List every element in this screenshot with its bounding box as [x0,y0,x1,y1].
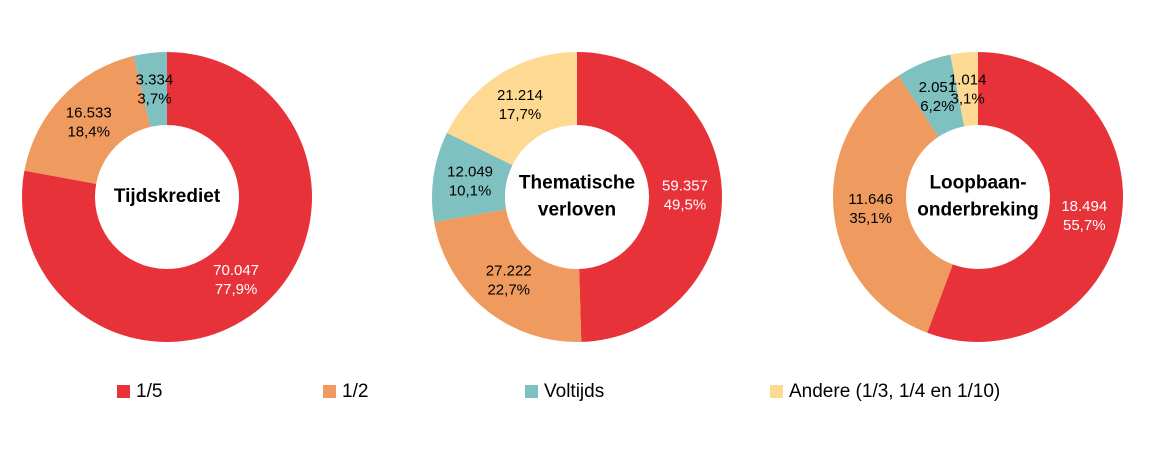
percent-label: 35,1% [849,210,892,227]
value-label: 12.049 [447,164,493,181]
value-label: 59.357 [662,177,708,194]
value-label: 16.533 [66,105,112,122]
slice [431,132,513,222]
legend-swatch [770,385,783,398]
percent-label: 49,5% [664,196,707,213]
slice [133,52,167,127]
value-label: 18.494 [1061,198,1107,215]
percent-label: 17,7% [499,106,542,123]
slice [833,75,953,333]
percent-label: 77,9% [215,281,258,298]
chart-title: verloven [538,200,616,221]
value-label: 2.051 [919,79,957,96]
value-label: 70.047 [213,262,259,279]
slice [950,52,978,127]
percent-label: 10,1% [449,183,492,200]
value-label: 1.014 [949,71,987,88]
percent-label: 3,1% [951,90,985,107]
legend-label: Voltijds [544,381,604,402]
chart-title: Tijdskrediet [114,186,221,207]
percent-label: 55,7% [1063,217,1106,234]
legend-label: 1/2 [342,381,368,402]
slice [24,55,151,184]
value-label: 3.334 [136,72,174,89]
slice [898,54,965,137]
legend-label: Andere (1/3, 1/4 en 1/10) [789,381,1000,402]
percent-label: 6,2% [920,98,954,115]
slice [21,52,312,342]
slice [434,209,582,342]
value-label: 21.214 [497,87,543,104]
percent-label: 22,7% [487,282,530,299]
slice [927,51,1124,343]
slice [577,52,723,342]
value-label: 11.646 [848,191,893,208]
slice [446,51,577,166]
percent-label: 3,7% [137,91,171,108]
value-label: 27.222 [486,263,532,280]
legend-swatch [117,385,130,398]
legend-swatch [323,385,336,398]
percent-label: 18,4% [67,124,110,141]
chart-title: onderbreking [917,200,1038,221]
legend-label: 1/5 [136,381,162,402]
chart-title: Loopbaan- [929,173,1026,194]
chart-title: Thematische [519,173,635,194]
legend-swatch [525,385,538,398]
